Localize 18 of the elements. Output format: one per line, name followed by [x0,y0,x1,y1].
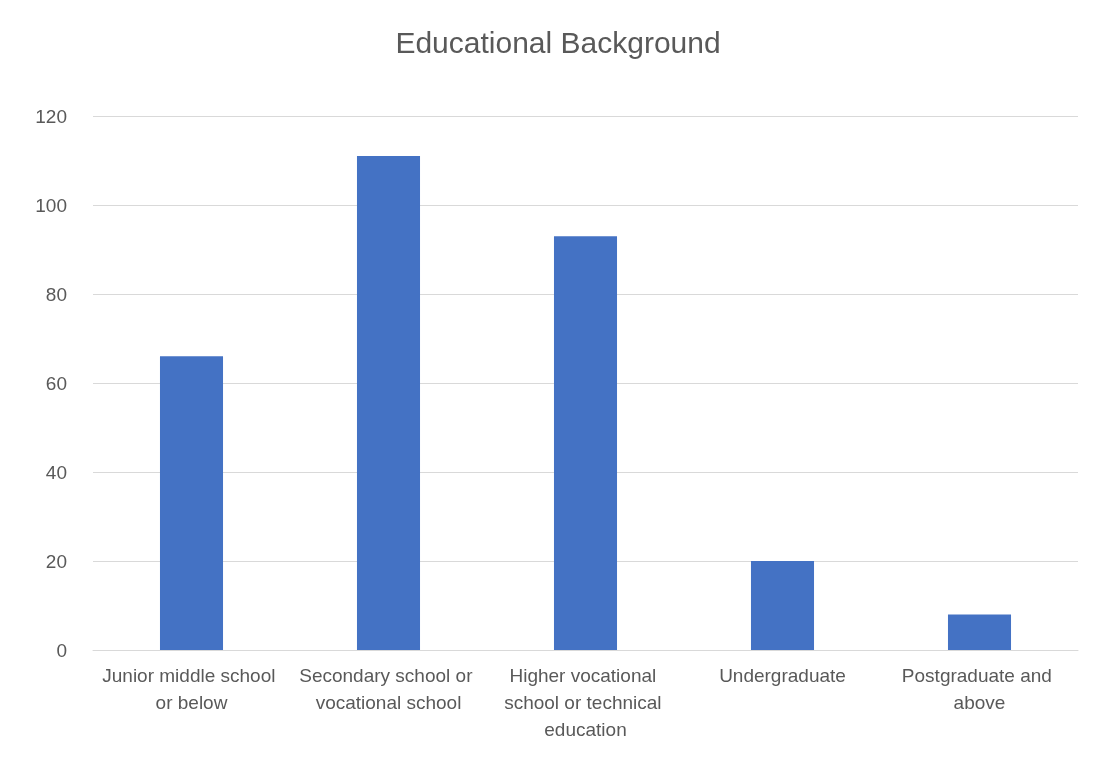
x-tick-label: Junior middle school or below [102,665,281,713]
bar [159,356,224,650]
y-tick-label: 100 [35,194,67,216]
bar [947,614,1012,650]
x-tick-label: Higher vocational school or technical education [504,665,667,740]
bar [553,236,618,650]
y-tick-label: 40 [45,461,67,483]
x-tick-label: Postgraduate and above [901,665,1058,713]
chart-title: Educational Background [395,25,721,59]
y-tick-label: 60 [45,372,67,394]
y-tick-label: 0 [56,639,67,661]
y-tick-label: 20 [45,550,67,572]
y-tick-label: 120 [35,105,67,127]
y-tick-label: 80 [45,283,67,305]
x-tick-label: Undergraduate [719,665,846,686]
x-tick-label: Secondary school or vocational school [299,665,478,713]
bar [750,561,815,650]
bar [356,156,421,650]
